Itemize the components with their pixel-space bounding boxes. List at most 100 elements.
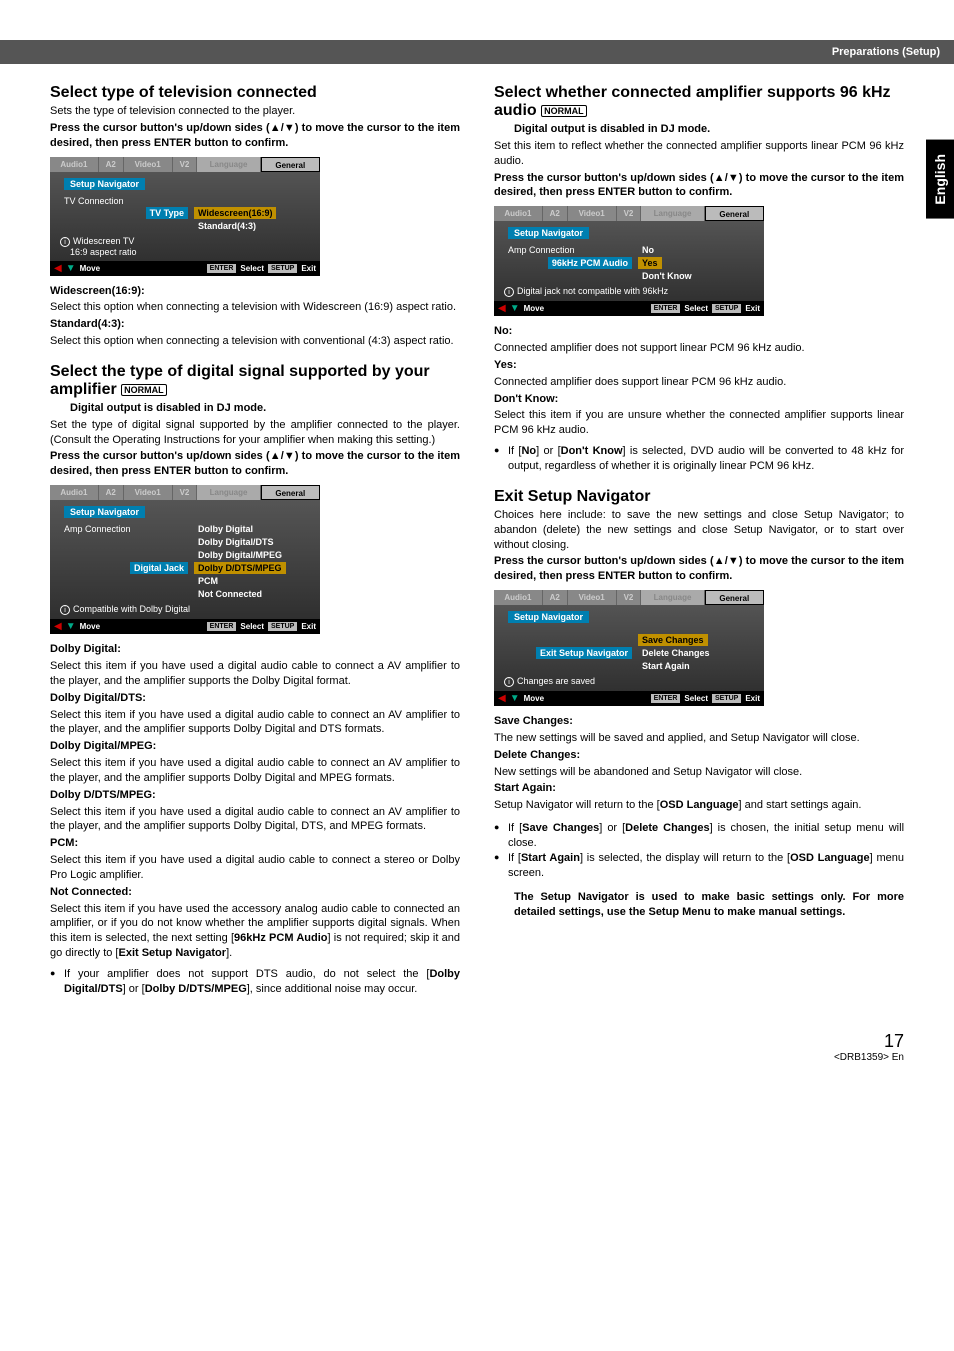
- tv-section-heading: Select type of television connected: [50, 84, 460, 102]
- page-footer: 17 <DRB1359> En: [50, 1031, 904, 1063]
- osd-info: Widescreen TV 16:9 aspect ratio: [60, 236, 137, 257]
- foot-move: Move: [80, 264, 100, 273]
- foot-txt: Exit: [745, 304, 760, 313]
- osd-tab: V2: [173, 485, 198, 500]
- def-t: Select this item if you have used a digi…: [50, 805, 460, 835]
- exit-intro: Choices here include: to save the new se…: [494, 508, 904, 553]
- bullet: If [Save Changes] or [Delete Changes] is…: [494, 821, 904, 851]
- amp-instr: Press the cursor button's up/down sides …: [50, 449, 460, 479]
- tri-icon: ◀: [498, 303, 506, 314]
- amp-note: Digital output is disabled in DJ mode.: [50, 401, 460, 416]
- tv-section-instr: Press the cursor button's up/down sides …: [50, 121, 460, 151]
- osd-tab: Language: [197, 485, 260, 500]
- def-t: Connected amplifier does not support lin…: [494, 341, 904, 356]
- def-t: Select this item if you have used a digi…: [50, 853, 460, 883]
- def-h: Start Again:: [494, 781, 904, 796]
- page-code: <DRB1359> En: [50, 1052, 904, 1063]
- foot-move: Move: [524, 694, 544, 703]
- amp-osd: Audio1 A2 Video1 V2 Language General Set…: [50, 485, 320, 634]
- osd-info: Compatible with Dolby Digital: [73, 604, 190, 614]
- tri-icon: ▼: [510, 693, 520, 704]
- osd-tab: Language: [641, 590, 704, 605]
- foot-move: Move: [80, 622, 100, 631]
- amp-section-heading: Select the type of digital signal suppor…: [50, 363, 460, 399]
- header-title: Preparations (Setup): [832, 46, 940, 58]
- foot-btn: SETUP: [268, 622, 297, 631]
- osd-lhs: Exit Setup Navigator: [536, 647, 632, 659]
- foot-btn: ENTER: [207, 264, 237, 273]
- foot-txt: Select: [684, 304, 708, 313]
- foot-move: Move: [524, 304, 544, 313]
- normal-badge: NORMAL: [541, 105, 587, 117]
- osd-tab: A2: [543, 206, 568, 221]
- def-t: Select this item if you have used the ac…: [50, 902, 460, 961]
- osd-opt: PCM: [194, 575, 222, 587]
- page-number: 17: [50, 1031, 904, 1052]
- osd-nav: Setup Navigator: [508, 611, 589, 623]
- osd-tab: V2: [617, 590, 642, 605]
- osd-section: Amp Connection: [508, 245, 575, 255]
- def-t: The new settings will be saved and appli…: [494, 731, 904, 746]
- osd-tab: V2: [173, 157, 198, 172]
- def-t: Select this option when connecting a tel…: [50, 300, 460, 315]
- osd-opt: Yes: [638, 257, 662, 269]
- osd-tab: Language: [641, 206, 704, 221]
- closing-note: The Setup Navigator is used to make basi…: [494, 890, 904, 920]
- khz-instr: Press the cursor button's up/down sides …: [494, 171, 904, 201]
- osd-footer: ◀ ▼ Move ENTER Select SETUP Exit: [50, 261, 320, 276]
- osd-opt: Dolby Digital: [194, 523, 257, 535]
- foot-txt: Select: [684, 694, 708, 703]
- tv-osd: Audio1 A2 Video1 V2 Language General Set…: [50, 157, 320, 276]
- def-h: PCM:: [50, 836, 460, 851]
- osd-tab-active: General: [261, 485, 320, 500]
- khz-note: Digital output is disabled in DJ mode.: [494, 122, 904, 137]
- osd-tab: A2: [99, 157, 124, 172]
- osd-tab: V2: [617, 206, 642, 221]
- osd-nav: Setup Navigator: [64, 506, 145, 518]
- osd-footer: ◀ ▼ Move ENTER Select SETUP Exit: [494, 691, 764, 706]
- tri-icon: ▼: [510, 303, 520, 314]
- osd-tab: Audio1: [50, 157, 99, 172]
- tv-section-sub: Sets the type of television connected to…: [50, 104, 460, 119]
- amp-heading-text: Select the type of digital signal suppor…: [50, 363, 430, 398]
- def-t: Select this item if you are unsure wheth…: [494, 408, 904, 438]
- def-h: Dolby Digital/MPEG:: [50, 739, 460, 754]
- osd-opt: Dolby D/DTS/MPEG: [194, 562, 286, 574]
- osd-tab: Video1: [124, 157, 173, 172]
- osd-section: TV Connection: [56, 194, 314, 206]
- khz-intro: Set this item to reflect whether the con…: [494, 139, 904, 169]
- language-tab: English: [926, 140, 954, 219]
- def-h: Dolby Digital/DTS:: [50, 691, 460, 706]
- osd-tab: Video1: [568, 206, 617, 221]
- normal-badge: NORMAL: [121, 384, 167, 396]
- def-t: Setup Navigator will return to the [OSD …: [494, 798, 904, 813]
- def-h: Save Changes:: [494, 714, 904, 729]
- def-h: Dolby D/DTS/MPEG:: [50, 788, 460, 803]
- foot-btn: ENTER: [207, 622, 237, 631]
- tri-icon: ◀: [498, 693, 506, 704]
- tri-icon: ◀: [54, 621, 62, 632]
- exit-instr: Press the cursor button's up/down sides …: [494, 554, 904, 584]
- foot-btn: ENTER: [651, 694, 681, 703]
- def-t: Select this item if you have used a digi…: [50, 708, 460, 738]
- header-bar: Preparations (Setup): [0, 40, 954, 64]
- info-icon: i: [60, 237, 70, 247]
- osd-section: Amp Connection: [64, 524, 131, 534]
- def-t: Select this option when connecting a tel…: [50, 334, 460, 349]
- def-t: Select this item if you have used a digi…: [50, 756, 460, 786]
- info-icon: i: [504, 677, 514, 687]
- foot-txt: Exit: [745, 694, 760, 703]
- osd-opt: Standard(4:3): [194, 220, 260, 232]
- osd-tab: Video1: [124, 485, 173, 500]
- foot-txt: Select: [240, 264, 264, 273]
- def-h: Yes:: [494, 358, 904, 373]
- osd-opt: Start Again: [638, 660, 694, 672]
- tri-icon: ▼: [66, 621, 76, 632]
- tri-icon: ▼: [66, 263, 76, 274]
- osd-lhs: TV Type: [146, 207, 188, 219]
- def-h: No:: [494, 324, 904, 339]
- def-t: Connected amplifier does support linear …: [494, 375, 904, 390]
- osd-opt: Dolby Digital/MPEG: [194, 549, 286, 561]
- foot-btn: SETUP: [712, 304, 741, 313]
- bullet: If your amplifier does not support DTS a…: [50, 967, 460, 997]
